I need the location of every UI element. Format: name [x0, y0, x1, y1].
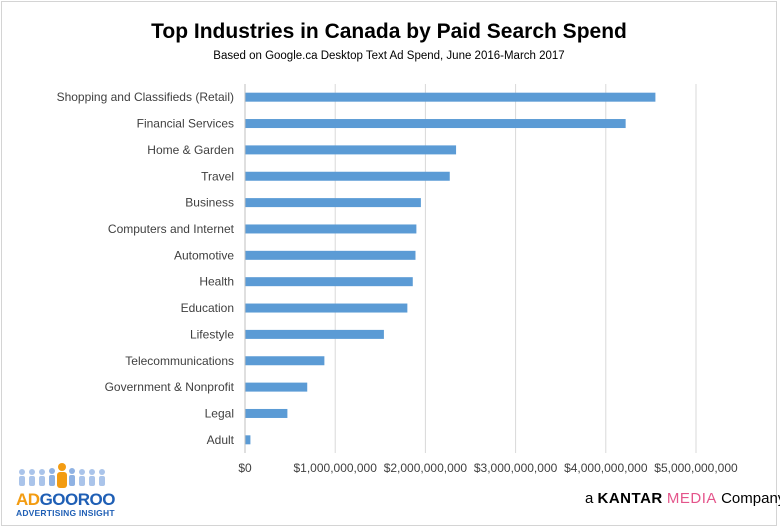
adgooroo-tagline: ADVERTISING INSIGHT — [16, 508, 115, 518]
bar — [245, 224, 417, 234]
kantar-brand: KANTAR — [597, 490, 663, 507]
category-label: Home & Garden — [147, 143, 234, 157]
category-label: Legal — [205, 406, 234, 420]
kantar-prefix: a — [585, 490, 594, 507]
category-label: Adult — [207, 433, 235, 447]
x-tick-label: $5,000,000,000 — [654, 461, 738, 475]
adgooroo-wordmark-ad: AD — [16, 490, 40, 509]
category-label: Automotive — [174, 248, 234, 262]
adgooroo-wordmark-gooroo: GOOROO — [39, 490, 116, 509]
bar — [245, 171, 450, 181]
category-label: Computers and Internet — [108, 222, 235, 236]
bar — [245, 303, 408, 313]
bar — [245, 356, 325, 366]
category-label: Lifestyle — [190, 327, 234, 341]
bar — [245, 277, 413, 287]
bar — [245, 408, 288, 418]
category-label: Telecommunications — [125, 354, 234, 368]
x-tick-label: $0 — [238, 461, 252, 475]
bar — [245, 435, 251, 445]
x-tick-label: $2,000,000,000 — [384, 461, 468, 475]
bar — [245, 145, 457, 155]
category-label: Business — [185, 196, 234, 210]
chart-subtitle: Based on Google.ca Desktop Text Ad Spend… — [213, 50, 565, 62]
category-label: Financial Services — [137, 117, 234, 131]
bar — [245, 92, 656, 102]
bar — [245, 329, 384, 339]
kantar-suffix: Company — [721, 490, 780, 507]
bar — [245, 198, 421, 208]
x-tick-label: $4,000,000,000 — [564, 461, 648, 475]
category-label: Government & Nonprofit — [105, 380, 235, 394]
bar — [245, 119, 626, 129]
category-label: Shopping and Classifieds (Retail) — [57, 90, 234, 104]
category-label: Education — [181, 301, 234, 315]
bar — [245, 382, 308, 392]
x-tick-label: $1,000,000,000 — [293, 461, 377, 475]
chart-title: Top Industries in Canada by Paid Search … — [151, 20, 627, 43]
people-icon — [19, 463, 105, 488]
category-label: Travel — [201, 169, 234, 183]
adgooroo-wordmark: ADGOOROO — [16, 490, 115, 510]
x-tick-label: $3,000,000,000 — [474, 461, 558, 475]
category-label: Health — [199, 275, 234, 289]
kantar-media-logo: a KANTAR MEDIA Company — [585, 490, 780, 507]
kantar-media: MEDIA — [666, 490, 717, 507]
adgooroo-logo: ADGOOROO ADVERTISING INSIGHT — [12, 462, 132, 518]
bar — [245, 250, 416, 260]
